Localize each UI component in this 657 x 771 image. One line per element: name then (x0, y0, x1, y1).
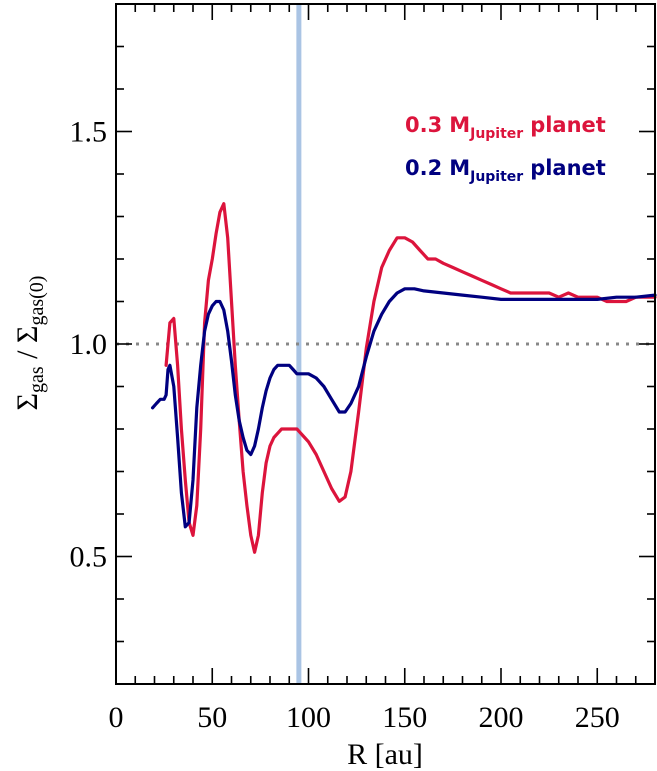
axis-ticks (115, 3, 656, 685)
legend-entry-1: 0.2 MJupiter planet (405, 156, 606, 185)
axis-tick-labels: 0 50 100 150 200 250 0.5 1.0 1.5 (70, 116, 620, 735)
legend-entry-0-unit-sub: Jupiter (469, 126, 523, 142)
y-axis-subscript: gas (26, 366, 48, 393)
legend-entry-0: 0.3 MJupiter planet (405, 113, 606, 142)
x-tick-label: 100 (286, 701, 331, 734)
legend-entry-0-value: 0.3 (405, 113, 442, 137)
x-tick-label: 150 (382, 701, 427, 734)
legend-entry-1-unit: M (449, 156, 470, 180)
x-tick-label: 200 (479, 701, 524, 734)
x-tick-label: 250 (575, 701, 620, 734)
y-axis-subscript-reference: gas(0) (26, 276, 48, 326)
y-tick-label: 1.5 (70, 116, 108, 149)
x-tick-label: 0 (109, 701, 124, 734)
y-tick-label: 0.5 (70, 541, 108, 574)
y-tick-label: 1.0 (70, 328, 108, 361)
series-line-1 (151, 287, 657, 529)
series-line-0 (164, 202, 657, 554)
series-layer (151, 202, 657, 554)
x-tick-label: 50 (197, 701, 227, 734)
legend-entry-0-unit: M (449, 113, 470, 137)
y-axis-symbol: Σ (11, 393, 44, 410)
y-axis-divider: / (11, 343, 44, 366)
x-axis-title: R [au] (347, 738, 423, 771)
y-axis-title: Σgas / Σgas(0) (11, 276, 48, 411)
legend-entry-1-unit-sub: Jupiter (469, 169, 523, 185)
legend-entry-0-suffix: planet (530, 113, 606, 137)
legend: 0.3 MJupiter planet 0.2 MJupiter planet (405, 113, 606, 185)
legend-entry-1-suffix: planet (530, 156, 606, 180)
legend-entry-1-value: 0.2 (405, 156, 442, 180)
y-axis-symbol-reference: Σ (11, 326, 44, 343)
